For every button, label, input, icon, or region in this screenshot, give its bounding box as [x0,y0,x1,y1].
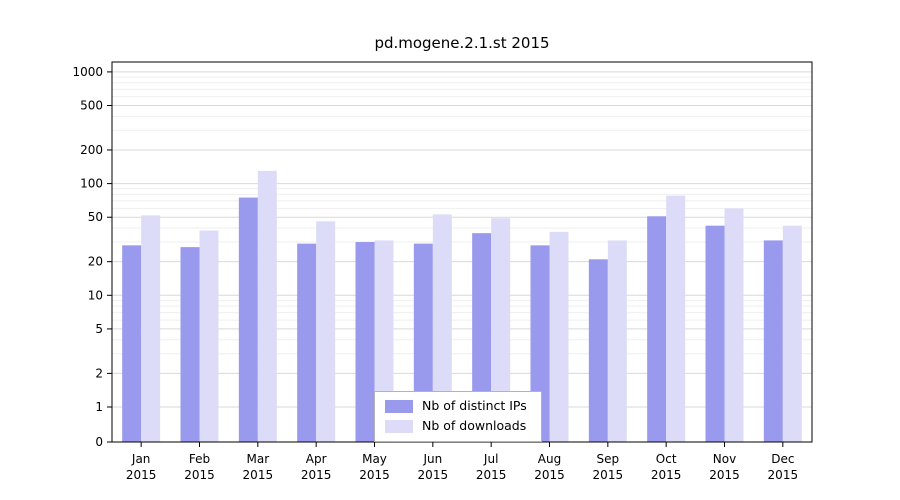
x-tick-label-month: Sep [597,452,620,466]
x-tick-label-year: 2015 [534,468,565,482]
y-tick-label: 100 [80,177,103,191]
legend-label-downloads: Nb of downloads [422,418,527,434]
bar-downloads-oct [666,195,686,442]
y-tick-label: 500 [80,99,103,113]
x-tick-label-month: Dec [771,452,794,466]
legend-label-distinct-ips: Nb of distinct IPs [422,398,527,414]
y-tick-label: 1000 [72,65,103,79]
bar-distinct-ips-nov [705,225,725,442]
bar-downloads-dec [782,225,802,442]
y-tick-label: 1 [95,400,103,414]
x-tick-label-month: Jul [483,452,498,466]
x-tick-label-year: 2015 [126,468,157,482]
bar-downloads-jun [432,214,452,442]
x-tick-label-year: 2015 [418,468,449,482]
bar-downloads-mar [257,170,277,442]
bar-distinct-ips-jul [472,233,492,442]
x-tick-label-year: 2015 [243,468,274,482]
x-tick-label-month: Jan [131,452,151,466]
legend-item-distinct-ips: Nb of distinct IPs [385,400,527,413]
x-tick-label-month: Nov [713,452,736,466]
y-tick-label: 20 [88,255,103,269]
x-tick-label-month: Oct [656,452,677,466]
x-tick-label-month: May [362,452,387,466]
legend-swatch-downloads [385,420,413,433]
y-tick-label: 5 [95,322,103,336]
x-tick-label-month: Aug [538,452,561,466]
bar-distinct-ips-jan [122,245,142,442]
y-tick-label: 50 [88,210,103,224]
x-tick-label-month: Apr [306,452,327,466]
y-tick-label: 0 [95,435,103,449]
bar-downloads-jul [491,218,511,442]
bar-downloads-nov [724,208,744,442]
x-tick-label-year: 2015 [768,468,799,482]
y-tick-label: 10 [88,288,103,302]
y-tick-label: 2 [95,366,103,380]
chart-title: pd.mogene.2.1.st 2015 [374,34,549,52]
x-tick-label-year: 2015 [359,468,390,482]
y-tick-label: 200 [80,143,103,157]
x-tick-label-month: Feb [189,452,210,466]
bar-downloads-jan [141,215,161,442]
bar-distinct-ips-apr [297,243,317,442]
bar-distinct-ips-dec [763,240,783,442]
bar-downloads-sep [607,240,627,442]
x-tick-label-year: 2015 [709,468,740,482]
legend-swatch-distinct-ips [385,400,413,413]
bar-downloads-feb [199,230,219,442]
bar-distinct-ips-mar [238,197,258,442]
x-tick-label-month: Mar [247,452,270,466]
bar-distinct-ips-oct [647,216,667,442]
legend-item-downloads: Nb of downloads [385,420,527,433]
x-tick-label-month: Jun [422,452,442,466]
x-tick-label-year: 2015 [476,468,507,482]
bar-distinct-ips-feb [180,247,200,442]
bar-downloads-aug [549,231,569,442]
x-tick-label-year: 2015 [184,468,215,482]
x-tick-label-year: 2015 [651,468,682,482]
plot-frame [111,61,813,443]
bar-distinct-ips-sep [588,259,608,442]
x-tick-label-year: 2015 [301,468,332,482]
x-tick-label-year: 2015 [593,468,624,482]
bar-downloads-apr [316,221,336,442]
bar-distinct-ips-may [355,242,375,442]
legend: Nb of distinct IPs Nb of downloads [374,391,542,442]
